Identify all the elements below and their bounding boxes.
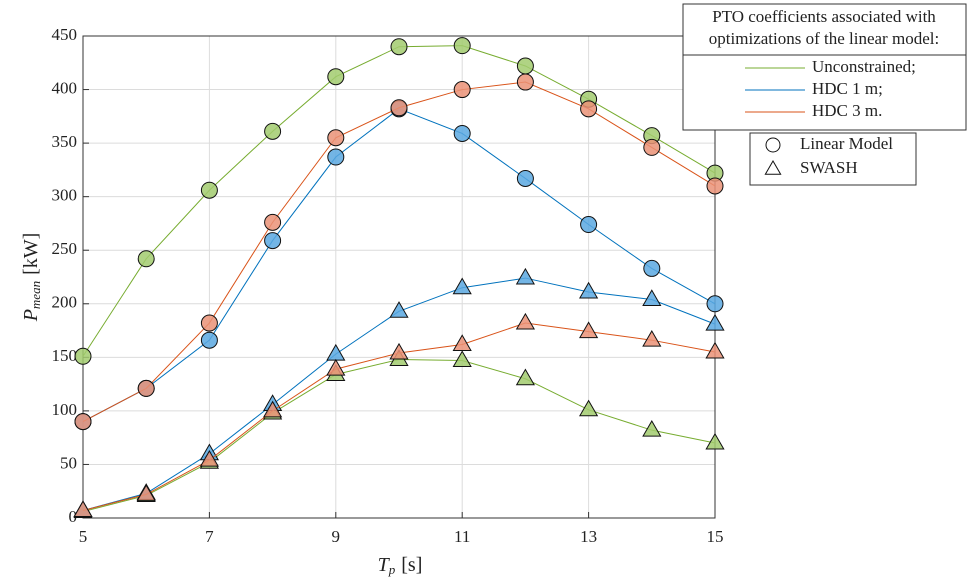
circle-marker xyxy=(390,99,408,117)
legend-marker xyxy=(765,137,781,153)
y-label-subscript: mean xyxy=(28,281,43,309)
legend-title: PTO coefficients associated with xyxy=(712,7,936,26)
circle-marker xyxy=(516,73,534,91)
triangle-marker xyxy=(389,342,409,360)
circle-marker xyxy=(137,250,155,268)
triangle-marker xyxy=(642,289,662,306)
circle-marker xyxy=(327,129,345,147)
circle-marker xyxy=(137,379,155,397)
x-tick-label: 11 xyxy=(454,527,470,546)
circle-marker xyxy=(74,347,92,365)
triangle-marker xyxy=(199,449,220,467)
x-tick-label: 15 xyxy=(707,527,724,546)
x-axis-label: Tp [s] xyxy=(378,554,423,577)
y-tick-label: 300 xyxy=(52,186,78,205)
y-tick-label: 150 xyxy=(52,346,78,365)
series-line xyxy=(82,358,716,513)
triangle-marker xyxy=(452,350,472,368)
x-tick-label: 5 xyxy=(79,527,88,546)
y-tick-label: 450 xyxy=(52,25,78,44)
triangle-marker xyxy=(515,267,536,285)
triangle-marker xyxy=(578,281,599,299)
x-tick-label: 9 xyxy=(332,527,341,546)
circle-marker xyxy=(516,57,534,75)
circle-marker xyxy=(706,295,724,313)
x-tick-label: 7 xyxy=(205,527,214,546)
circle-marker xyxy=(580,216,598,234)
triangle-marker xyxy=(262,400,283,418)
circle-marker xyxy=(200,181,218,199)
legend-label: SWASH xyxy=(800,158,858,177)
triangle-marker xyxy=(326,343,346,361)
triangle-marker xyxy=(452,334,472,351)
circle-marker xyxy=(643,138,661,156)
y-tick-label: 200 xyxy=(52,293,78,312)
triangle-marker xyxy=(705,313,725,331)
x-label-symbol: T xyxy=(378,554,391,576)
circle-marker xyxy=(643,259,661,277)
y-tick-label: 100 xyxy=(52,400,78,419)
circle-marker xyxy=(453,124,471,142)
triangle-marker xyxy=(705,432,725,450)
circle-marker xyxy=(264,213,282,231)
circle-marker xyxy=(327,148,345,166)
legend-title: optimizations of the linear model: xyxy=(709,29,939,48)
triangle-marker xyxy=(642,419,662,437)
legend-label: Linear Model xyxy=(800,134,893,153)
triangle-marker xyxy=(578,399,599,417)
circle-marker xyxy=(327,68,345,86)
triangle-marker xyxy=(642,329,662,347)
circle-marker xyxy=(516,169,534,187)
triangle-marker xyxy=(705,341,725,359)
y-axis-label: Pmean [kW] xyxy=(20,233,43,323)
x-tick-label: 13 xyxy=(580,527,597,546)
triangle-marker xyxy=(73,500,93,517)
triangle-marker xyxy=(578,321,599,339)
circle-marker xyxy=(264,122,282,140)
y-tick-label: 250 xyxy=(52,239,78,258)
circle-marker xyxy=(706,177,724,195)
triangle-marker xyxy=(389,301,409,318)
y-label-symbol: P xyxy=(20,309,42,322)
x-label-unit: [s] xyxy=(401,554,422,576)
x-label-subscript: p xyxy=(388,562,396,577)
y-tick-label: 400 xyxy=(52,78,78,97)
triangle-marker xyxy=(515,312,536,330)
legend-label: HDC 3 m. xyxy=(812,101,882,120)
circle-marker xyxy=(264,232,282,250)
legend-label: Unconstrained; xyxy=(812,57,916,76)
triangle-marker xyxy=(515,368,536,386)
legend-marker xyxy=(764,159,782,175)
triangle-marker xyxy=(452,277,472,295)
triangle-marker xyxy=(136,484,156,501)
y-tick-label: 0 xyxy=(69,507,78,526)
circle-marker xyxy=(453,81,471,99)
y-tick-label: 50 xyxy=(60,453,77,472)
legend-label: HDC 1 m; xyxy=(812,79,883,98)
legend-box xyxy=(682,3,967,131)
circle-marker xyxy=(453,37,471,55)
circle-marker xyxy=(390,38,408,56)
data xyxy=(73,37,725,519)
legend: PTO coefficients associated with optimiz… xyxy=(682,3,967,186)
circle-marker xyxy=(580,100,598,118)
circle-marker xyxy=(74,413,92,431)
circle-marker xyxy=(200,314,218,332)
grid: 0 50 100 150 200 250 300 350 400 450 5 7 9 11 13 15 xyxy=(52,25,724,546)
triangle-marker xyxy=(326,358,346,376)
circle-marker xyxy=(200,331,218,349)
series-line xyxy=(82,108,716,423)
plot-frame xyxy=(82,35,716,519)
y-label-unit: [kW] xyxy=(20,233,42,275)
y-tick-label: 350 xyxy=(52,132,78,151)
series-line xyxy=(82,81,716,423)
